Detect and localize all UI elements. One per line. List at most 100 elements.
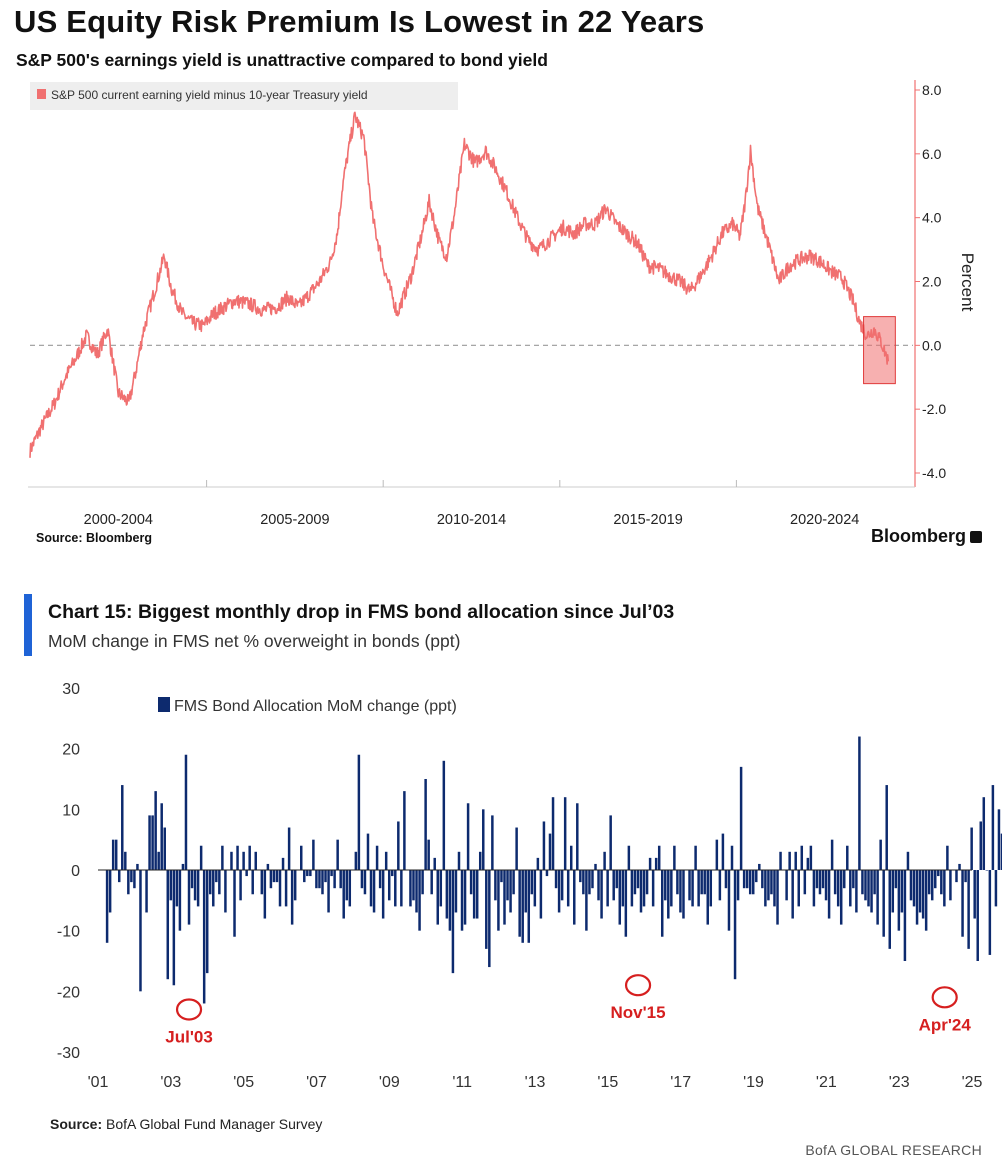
chart1-y-tick-label: 8.0 (922, 82, 942, 98)
chart2-bar (794, 851, 797, 870)
chart2-bar (873, 870, 876, 895)
chart2-bar (321, 870, 324, 895)
chart2-bar (770, 870, 773, 895)
chart2-bar (384, 851, 388, 870)
chart2-bar (976, 870, 979, 961)
chart2-bar (281, 857, 285, 870)
chart2-bar (530, 870, 534, 895)
chart2-bar (381, 870, 385, 919)
chart2-bar (742, 870, 746, 889)
chart2-bar (121, 785, 124, 870)
chart2-bar (803, 870, 807, 895)
chart2-bar (709, 870, 713, 907)
chart2-y-tick-label: 10 (62, 802, 80, 819)
chart2-bar (460, 870, 464, 931)
chart2-bar (387, 870, 391, 901)
chart2-bar (563, 797, 567, 870)
chart2-bar (105, 870, 109, 943)
chart2-bar (812, 870, 816, 907)
chart2-bar (363, 870, 367, 895)
chart2-bar (512, 870, 515, 895)
chart2-bar (202, 870, 206, 1004)
chart2-bar (973, 870, 976, 919)
chart2-bar (445, 870, 449, 919)
chart2-bar (218, 870, 221, 895)
chart2-bar (934, 870, 937, 889)
chart2-bar (958, 863, 961, 870)
chart2-bar (151, 815, 154, 870)
chart1-series-line (29, 111, 890, 458)
chart2-bar (615, 870, 618, 889)
chart2-bar (233, 870, 236, 937)
chart2-bar (117, 870, 121, 883)
chart2-bar (551, 797, 555, 870)
chart2-bar (187, 870, 191, 925)
chart2-x-tick-label: '15 (597, 1074, 618, 1091)
chart1-y-tick-label: -2.0 (922, 401, 946, 417)
chart2-bar (657, 845, 661, 870)
chart1-legend-box (30, 82, 458, 110)
chart2-x-tick-label: '21 (816, 1074, 837, 1091)
chart1-highlight-box (863, 316, 896, 385)
chart2-bar (876, 870, 879, 925)
chart2-bar (600, 870, 603, 919)
chart2-bar (436, 870, 439, 925)
chart2-y-tick-label: -10 (57, 924, 80, 941)
chart2-bar (764, 870, 767, 907)
chart2-bar (609, 815, 612, 870)
chart2-bar (293, 870, 297, 901)
chart2-bar (752, 870, 755, 895)
chart2-bar (733, 870, 737, 980)
chart2-bar (791, 870, 794, 919)
chart2-bar (943, 870, 946, 907)
chart2-bar (442, 760, 446, 870)
chart2-bar (706, 870, 709, 925)
chart2-bar (927, 870, 931, 895)
chart2-x-tick-label: '17 (670, 1074, 691, 1091)
chart2-bar (130, 870, 133, 883)
chart2-bar (515, 827, 518, 870)
chart2-bar (497, 870, 500, 931)
chart2-bar (166, 870, 170, 980)
chart1-legend-swatch (37, 89, 46, 99)
chart2-bar (330, 870, 333, 877)
chart1-legend-label: S&P 500 current earning yield minus 10-y… (51, 88, 368, 102)
chart2-bar (721, 833, 725, 870)
chart2-bar (748, 870, 752, 895)
chart2-annotation-label: Jul'03 (165, 1027, 213, 1046)
chart2-bar (469, 870, 473, 895)
chart2-bar (412, 870, 415, 901)
chart2-bar (284, 870, 288, 907)
chart2-bar (430, 870, 433, 895)
chart2-bar (478, 851, 482, 870)
chart2-bar (694, 845, 697, 870)
chart2-bar (236, 845, 239, 870)
chart2-bar (679, 870, 682, 913)
chart1-y-tick-label: -4.0 (922, 465, 946, 481)
chart2-bar (290, 870, 294, 925)
chart1-x-period-label: 2000-2004 (84, 512, 153, 528)
chart2-bar (618, 870, 622, 925)
chart2-bar (639, 870, 643, 913)
chart2-bar (809, 845, 813, 870)
chart2-bar (369, 870, 373, 907)
chart2-bar (263, 870, 267, 919)
chart2-bar (569, 845, 573, 870)
chart2-bar (576, 803, 579, 870)
chart2-bar (682, 870, 685, 919)
chart2-annotation-label: Apr'24 (919, 1015, 972, 1034)
chart2-bar (209, 870, 212, 895)
chart2-bar (885, 785, 888, 870)
chart2-bar (824, 870, 828, 901)
chart2-bar (700, 870, 703, 895)
chart2-bar (621, 870, 625, 907)
chart2-bar (375, 845, 379, 870)
chart2-bar (624, 870, 628, 937)
chart2-bar (527, 870, 531, 943)
chart2-bar (272, 870, 276, 883)
chart2-bar (139, 870, 142, 992)
chart2-bar (157, 851, 160, 870)
chart2-source: Source: BofA Global Fund Manager Survey (50, 1116, 322, 1132)
chart2-bar (491, 815, 494, 870)
chart2-bar (867, 870, 870, 907)
